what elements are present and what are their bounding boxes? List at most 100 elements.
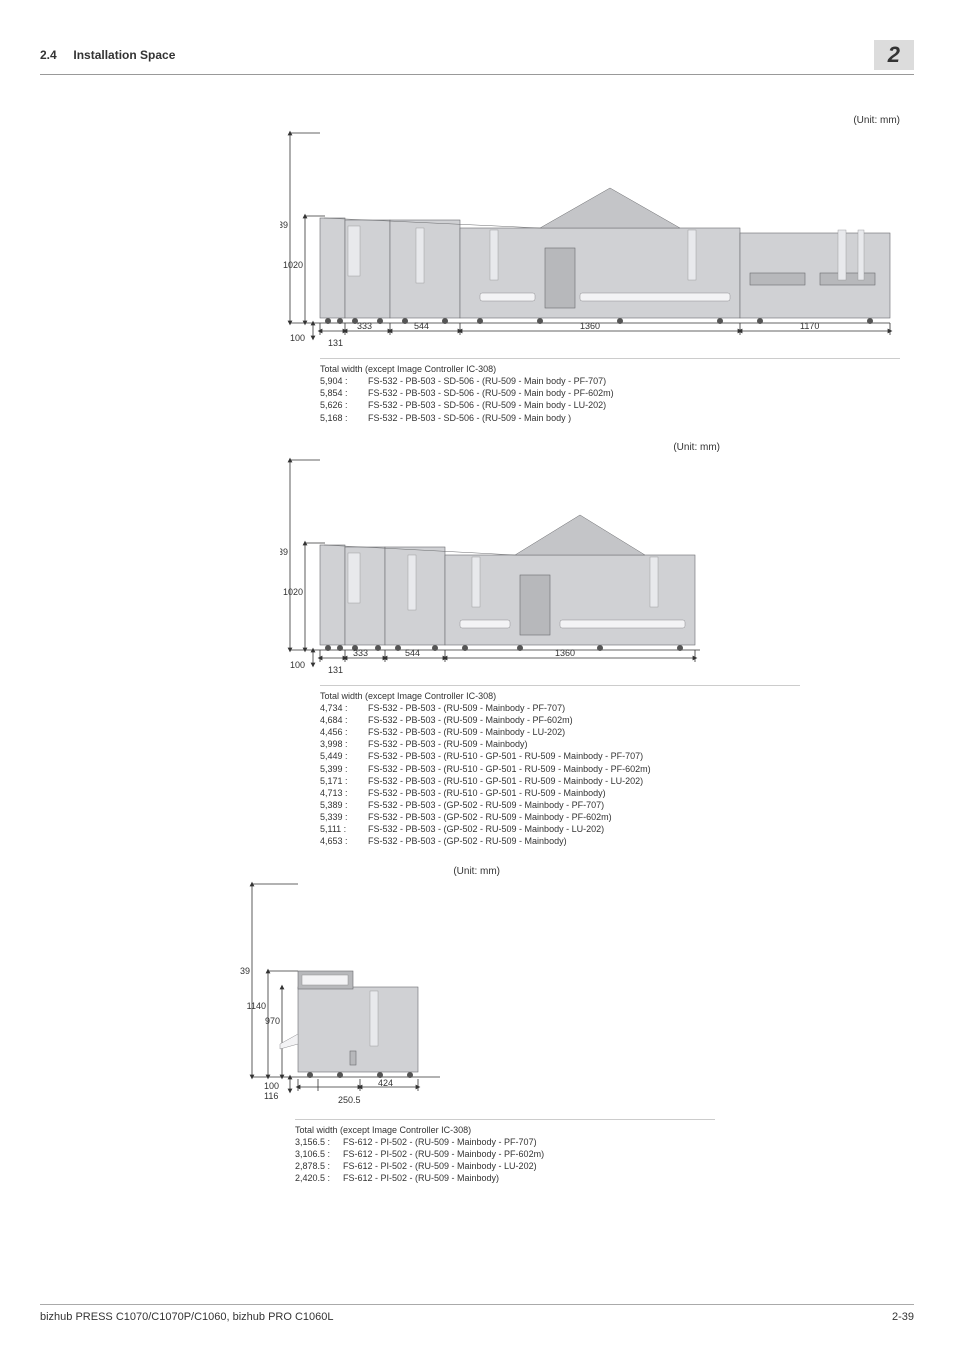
d3-config-title: Total width (except Image Controller IC-… xyxy=(295,1124,715,1136)
config-row: 5,168 :FS-532 - PB-503 - SD-506 - (RU-50… xyxy=(320,412,900,424)
d3-v-base2: 116 xyxy=(264,1091,278,1101)
config-row: 5,389 :FS-532 - PB-503 - (GP-502 - RU-50… xyxy=(320,799,800,811)
config-value: 5,168 : xyxy=(320,412,368,424)
diagram-1-svg: 1639 1020 100 xyxy=(280,128,900,358)
d1-v-base: 100 xyxy=(290,333,305,343)
config-value: 4,684 : xyxy=(320,714,368,726)
config-row: 5,399 :FS-532 - PB-503 - (RU-510 - GP-50… xyxy=(320,763,800,775)
d1-w2: 333 xyxy=(357,321,372,331)
unit-label: (Unit: mm) xyxy=(280,115,900,126)
config-text: FS-612 - PI-502 - (RU-509 - Mainbody - P… xyxy=(343,1149,544,1159)
d1-config-list: Total width (except Image Controller IC-… xyxy=(320,358,900,424)
diagram-2: (Unit: mm) 1639 1020 100 xyxy=(280,442,720,848)
config-text: FS-532 - PB-503 - SD-506 - (RU-509 - Mai… xyxy=(368,400,606,410)
config-text: FS-532 - PB-503 - (RU-510 - GP-501 - RU-… xyxy=(368,776,643,786)
config-value: 4,456 : xyxy=(320,726,368,738)
config-text: FS-612 - PI-502 - (RU-509 - Mainbody - L… xyxy=(343,1161,537,1171)
d2-v-inner: 1020 xyxy=(283,587,303,597)
config-text: FS-532 - PB-503 - (GP-502 - RU-509 - Mai… xyxy=(368,824,604,834)
config-row: 5,111 :FS-532 - PB-503 - (GP-502 - RU-50… xyxy=(320,823,800,835)
config-row: 4,734 :FS-532 - PB-503 - (RU-509 - Mainb… xyxy=(320,702,800,714)
config-value: 3,998 : xyxy=(320,738,368,750)
unit-label-2: (Unit: mm) xyxy=(280,442,720,453)
config-value: 3,156.5 : xyxy=(295,1136,343,1148)
config-text: FS-532 - PB-503 - (GP-502 - RU-509 - Mai… xyxy=(368,836,567,846)
config-row: 5,854 :FS-532 - PB-503 - SD-506 - (RU-50… xyxy=(320,387,900,399)
unit-label-3: (Unit: mm) xyxy=(240,866,500,877)
config-row: 5,626 :FS-532 - PB-503 - SD-506 - (RU-50… xyxy=(320,399,900,411)
config-row: 4,684 :FS-532 - PB-503 - (RU-509 - Mainb… xyxy=(320,714,800,726)
d1-v-outer: 1639 xyxy=(280,220,288,230)
diagram-3: (Unit: mm) 1639 1140 970 100 116 xyxy=(240,866,540,1185)
chapter-number: 2 xyxy=(874,40,914,70)
config-text: FS-532 - PB-503 - (RU-509 - Mainbody - P… xyxy=(368,703,565,713)
config-row: 4,456 :FS-532 - PB-503 - (RU-509 - Mainb… xyxy=(320,726,800,738)
config-text: FS-532 - PB-503 - (RU-510 - GP-501 - RU-… xyxy=(368,764,651,774)
config-text: FS-532 - PB-503 - SD-506 - (RU-509 - Mai… xyxy=(368,376,606,386)
config-row: 5,449 :FS-532 - PB-503 - (RU-510 - GP-50… xyxy=(320,750,800,762)
config-row: 3,998 :FS-532 - PB-503 - (RU-509 - Mainb… xyxy=(320,738,800,750)
diagram-2-svg: 1639 1020 100 xyxy=(280,455,720,685)
d2-w1: 131 xyxy=(328,665,343,675)
config-row: 4,653 :FS-532 - PB-503 - (GP-502 - RU-50… xyxy=(320,835,800,847)
d2-config-list: Total width (except Image Controller IC-… xyxy=(320,685,800,848)
d1-v-inner: 1020 xyxy=(283,260,303,270)
config-text: FS-532 - PB-503 - (RU-510 - GP-501 - RU-… xyxy=(368,788,606,798)
d2-v-outer: 1639 xyxy=(280,547,288,557)
footer-right: 2-39 xyxy=(892,1311,914,1323)
d2-w3: 544 xyxy=(405,648,420,658)
d3-w1: 250.5 xyxy=(338,1095,361,1105)
config-row: 2,420.5 :FS-612 - PI-502 - (RU-509 - Mai… xyxy=(295,1172,715,1184)
config-text: FS-532 - PB-503 - (RU-509 - Mainbody - P… xyxy=(368,715,573,725)
config-value: 5,171 : xyxy=(320,775,368,787)
config-value: 4,653 : xyxy=(320,835,368,847)
config-value: 5,389 : xyxy=(320,799,368,811)
d2-v-base: 100 xyxy=(290,660,305,670)
section-number: 2.4 xyxy=(40,48,57,62)
config-text: FS-532 - PB-503 - (GP-502 - RU-509 - Mai… xyxy=(368,800,604,810)
config-text: FS-532 - PB-503 - (RU-509 - Mainbody - L… xyxy=(368,727,565,737)
config-value: 2,878.5 : xyxy=(295,1160,343,1172)
config-value: 4,734 : xyxy=(320,702,368,714)
config-text: FS-532 - PB-503 - (RU-510 - GP-501 - RU-… xyxy=(368,751,643,761)
config-row: 5,171 :FS-532 - PB-503 - (RU-510 - GP-50… xyxy=(320,775,800,787)
config-text: FS-612 - PI-502 - (RU-509 - Mainbody) xyxy=(343,1173,499,1183)
d3-v-mid: 1140 xyxy=(247,1001,266,1011)
config-value: 5,339 : xyxy=(320,811,368,823)
d3-w2: 424 xyxy=(378,1078,393,1088)
config-value: 4,713 : xyxy=(320,787,368,799)
diagram-3-svg: 1639 1140 970 100 116 250.5 424 xyxy=(240,879,500,1119)
page-header: 2.4 Installation Space 2 xyxy=(40,40,914,75)
config-value: 5,854 : xyxy=(320,387,368,399)
d1-w5: 1170 xyxy=(800,321,819,331)
page-footer: bizhub PRESS C1070/C1070P/C1060, bizhub … xyxy=(40,1304,914,1323)
config-row: 3,106.5 :FS-612 - PI-502 - (RU-509 - Mai… xyxy=(295,1148,715,1160)
config-row: 3,156.5 :FS-612 - PI-502 - (RU-509 - Mai… xyxy=(295,1136,715,1148)
config-text: FS-532 - PB-503 - (RU-509 - Mainbody) xyxy=(368,739,528,749)
config-value: 2,420.5 : xyxy=(295,1172,343,1184)
config-text: FS-532 - PB-503 - SD-506 - (RU-509 - Mai… xyxy=(368,413,571,423)
config-text: FS-612 - PI-502 - (RU-509 - Mainbody - P… xyxy=(343,1137,537,1147)
config-value: 5,904 : xyxy=(320,375,368,387)
d3-v-base: 100 xyxy=(264,1081,279,1091)
section-title: Installation Space xyxy=(73,48,175,62)
d1-w3: 544 xyxy=(414,321,429,331)
d2-w4: 1360 xyxy=(555,648,575,658)
config-value: 5,626 : xyxy=(320,399,368,411)
d3-v-inner: 970 xyxy=(265,1016,280,1026)
config-value: 5,449 : xyxy=(320,750,368,762)
config-value: 5,111 : xyxy=(320,823,368,835)
config-row: 4,713 :FS-532 - PB-503 - (RU-510 - GP-50… xyxy=(320,787,800,799)
d3-v-outer: 1639 xyxy=(240,966,250,976)
config-value: 5,399 : xyxy=(320,763,368,775)
d2-w2: 333 xyxy=(353,648,368,658)
config-row: 5,904 :FS-532 - PB-503 - SD-506 - (RU-50… xyxy=(320,375,900,387)
diagram-1: (Unit: mm) 1639 1020 100 xyxy=(280,115,900,424)
config-row: 2,878.5 :FS-612 - PI-502 - (RU-509 - Mai… xyxy=(295,1160,715,1172)
d2-config-title: Total width (except Image Controller IC-… xyxy=(320,690,800,702)
config-text: FS-532 - PB-503 - (GP-502 - RU-509 - Mai… xyxy=(368,812,612,822)
d1-w4: 1360 xyxy=(580,321,600,331)
footer-left: bizhub PRESS C1070/C1070P/C1060, bizhub … xyxy=(40,1311,334,1323)
d1-w1: 131 xyxy=(328,338,343,348)
d3-config-list: Total width (except Image Controller IC-… xyxy=(295,1119,715,1185)
